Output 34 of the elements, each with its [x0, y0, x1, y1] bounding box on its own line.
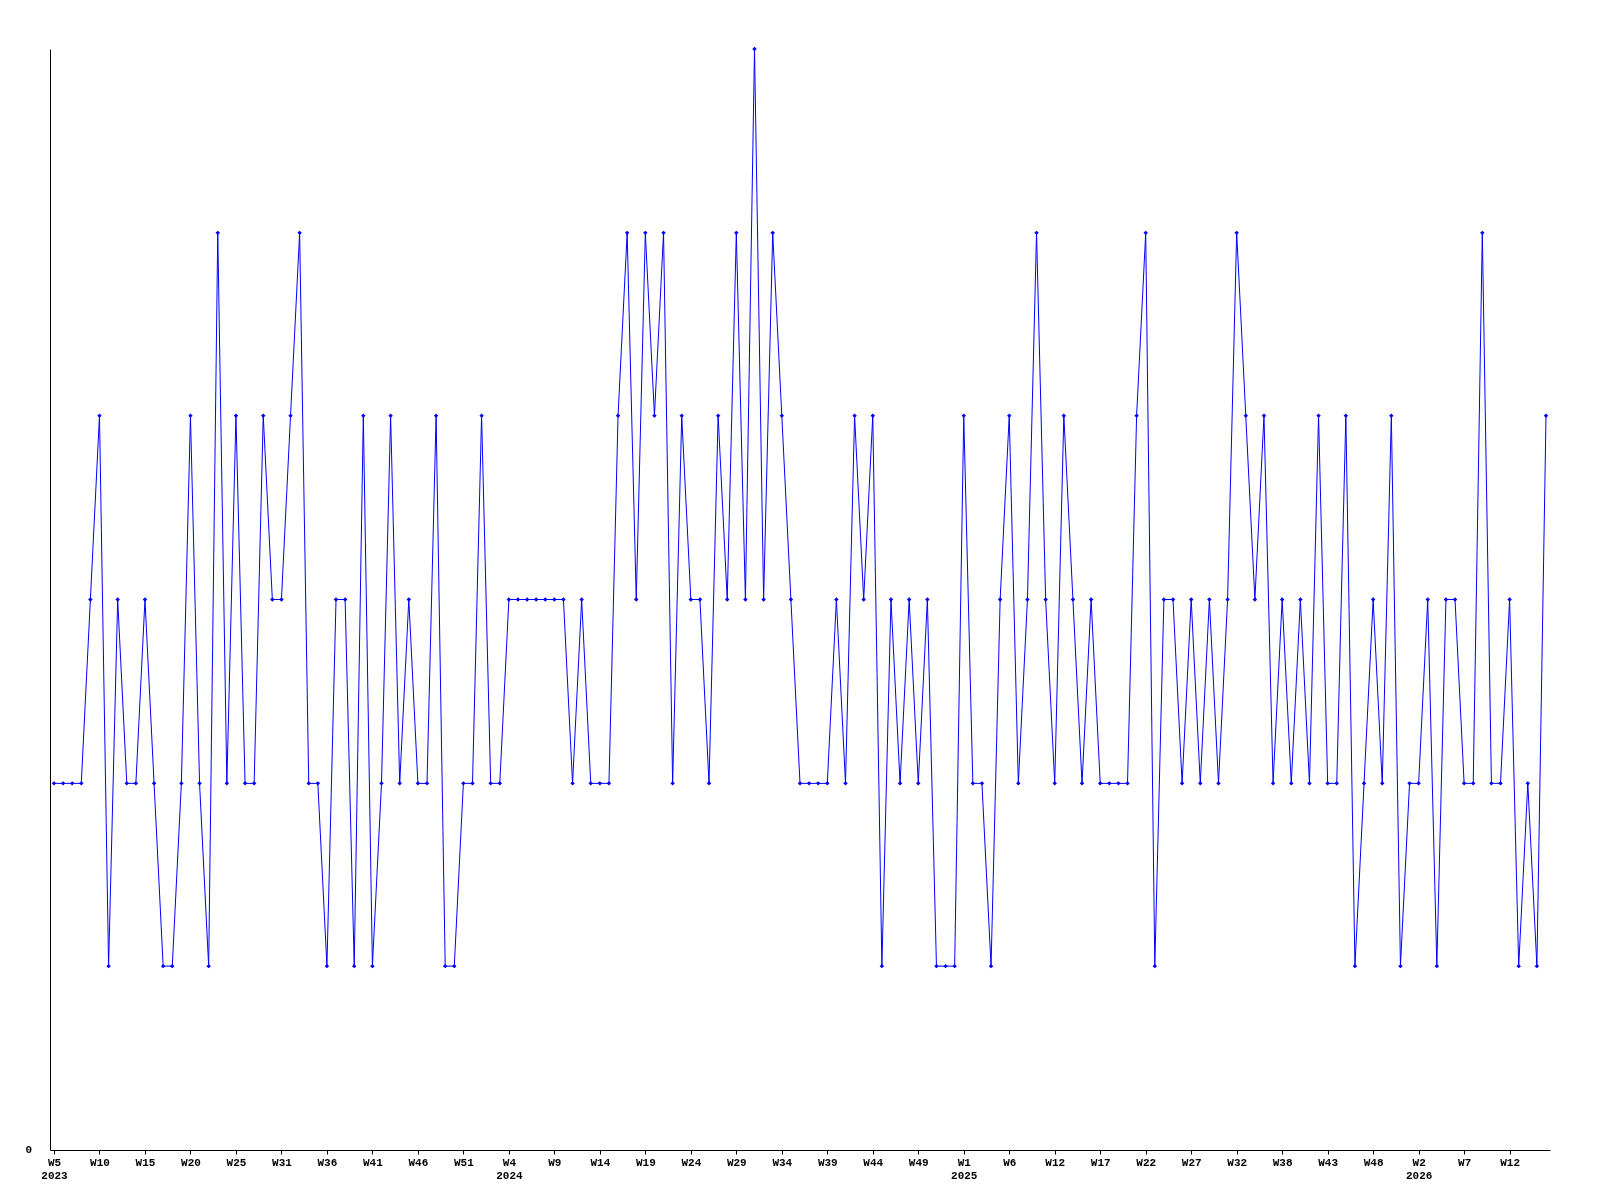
x-tick-label: W36 [317, 1156, 338, 1169]
x-tick-label: W48 [1363, 1156, 1384, 1169]
x-tick-label: W27 [1181, 1156, 1202, 1169]
x-tick-label: W38 [1272, 1156, 1293, 1169]
x-tick-label: W22 [1136, 1156, 1157, 1169]
x-tick-label: W43 [1318, 1156, 1339, 1169]
x-tick-label: W39 [817, 1156, 838, 1169]
x-tick-label: W46 [408, 1156, 429, 1169]
x-tick-label: W49 [908, 1156, 929, 1169]
x-tick-label: W12 [1045, 1156, 1066, 1169]
x-tick-label: W44 [863, 1156, 884, 1169]
x-tick-label: W12 [1500, 1156, 1521, 1169]
x-tick-label: W7 [1458, 1156, 1472, 1169]
x-tick-label: W6 [1003, 1156, 1017, 1169]
x-tick-label: W25 [226, 1156, 247, 1169]
x-tick-label: W51 [453, 1156, 475, 1169]
x-tick-label: W15 [135, 1156, 156, 1169]
x-tick-label: W1 2025 [951, 1156, 978, 1182]
x-tick-label: W19 [635, 1156, 656, 1169]
text: 0 [25, 1144, 32, 1156]
x-tick-label: W5 2023 [41, 1156, 69, 1182]
x-tick-label: W41 [363, 1156, 384, 1169]
x-tick-label: W31 [272, 1156, 293, 1169]
x-tick-label: W4 2024 [496, 1156, 523, 1182]
x-tick-label: W32 [1227, 1156, 1248, 1169]
x-tick-label: W9 [548, 1156, 562, 1169]
x-tick-label: W2 2026 [1405, 1156, 1433, 1182]
x-tick-label: W34 [772, 1156, 793, 1169]
x-tick-label: W29 [726, 1156, 747, 1169]
x-tick-label: W10 [90, 1156, 110, 1169]
x-tick-label: W24 [681, 1156, 702, 1169]
x-tick-label: W20 [181, 1156, 201, 1169]
x-tick-label: W17 [1090, 1156, 1111, 1169]
x-tick-label: W14 [590, 1156, 611, 1169]
